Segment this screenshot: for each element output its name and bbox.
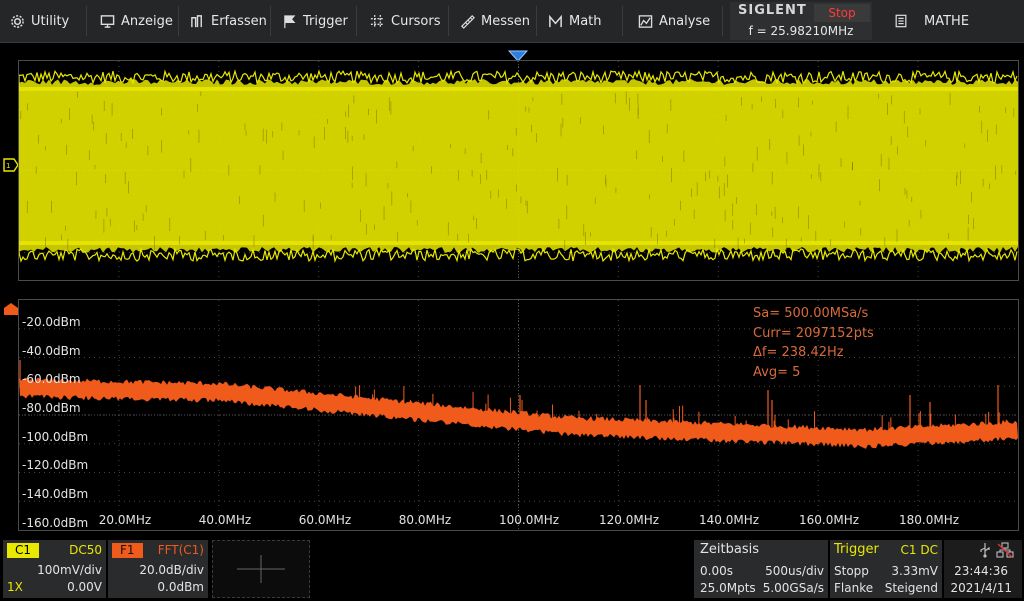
fft-x-label: 80.0MHz xyxy=(398,513,452,527)
document-icon xyxy=(895,14,907,28)
math-mode-label: MATHE xyxy=(924,13,970,29)
ch1-waveform-plot xyxy=(19,61,1018,280)
timebase-panel[interactable]: Zeitbasis 0.00s 500us/div 25.0Mpts 5.00G… xyxy=(694,540,828,598)
trigger-position-marker[interactable] xyxy=(508,50,528,62)
monitor-icon xyxy=(100,14,115,28)
timebase-title: Zeitbasis xyxy=(700,542,759,557)
fft-y-label: -20.0dBm xyxy=(22,315,81,329)
math-icon xyxy=(549,14,562,27)
analysis-menu[interactable]: Analyse xyxy=(638,0,710,42)
ch1-coupling: DC50 xyxy=(69,543,102,557)
fft-x-label: 60.0MHz xyxy=(298,513,352,527)
fft-points: Curr= 2097152pts xyxy=(753,325,874,341)
trigger-level: 3.33mV xyxy=(891,564,938,578)
fft-x-label: 180.0MHz xyxy=(898,513,960,527)
math-mode-button[interactable]: MATHE xyxy=(880,0,1024,42)
trigger-mode: Stopp xyxy=(834,564,869,578)
trigger-title: Trigger xyxy=(834,542,879,557)
ruler-icon xyxy=(461,14,475,29)
fft-sample-rate: Sa= 500.00MSa/s xyxy=(753,306,869,321)
ch1-panel[interactable]: C1 DC50 100mV/div 1X 0.00V xyxy=(3,540,106,598)
usb-icon xyxy=(980,543,990,558)
fft-trace xyxy=(19,360,1018,449)
svg-text:1: 1 xyxy=(6,162,10,170)
f1-scale: 20.0dB/div xyxy=(139,563,204,577)
trigger-source: C1 DC xyxy=(900,543,938,557)
ch1-badge: C1 xyxy=(7,543,40,558)
trigger-slope: Steigend xyxy=(884,581,938,595)
math-label: Math xyxy=(569,13,602,29)
utility-menu[interactable]: Utility xyxy=(10,0,69,42)
fft-y-label: -40.0dBm xyxy=(22,344,81,358)
trigger-panel[interactable]: Trigger C1 DC Stopp 3.33mV Flanke Steige… xyxy=(830,540,942,598)
fft-x-label: 120.0MHz xyxy=(598,513,660,527)
acquire-icon xyxy=(191,14,202,27)
measure-menu[interactable]: Messen xyxy=(460,0,530,42)
fft-y-label: -140.0dBm xyxy=(22,487,89,501)
measure-label: Messen xyxy=(481,13,530,29)
fft-y-label: -60.0dBm xyxy=(22,372,81,386)
fft-x-label: 100.0MHz xyxy=(498,513,560,527)
ch1-offset-marker[interactable]: 1 xyxy=(3,157,19,173)
fft-grid xyxy=(18,299,1019,531)
fft-x-label: 140.0MHz xyxy=(698,513,760,527)
analysis-label: Analyse xyxy=(659,13,711,29)
timebase-points: 25.0Mpts xyxy=(700,581,756,595)
ch1-noise-band xyxy=(19,69,1018,263)
trigger-type: Flanke xyxy=(834,581,874,595)
gear-icon xyxy=(11,14,24,28)
frequency-readout: f = 25.98210MHz xyxy=(748,24,854,38)
menu-bar: Utility Anzeige Erfassen Trigger Cursors… xyxy=(0,0,1024,43)
fft-resolution: Δf= 238.42Hz xyxy=(753,345,844,360)
fft-x-label: 20.0MHz xyxy=(98,513,152,527)
trigger-label: Trigger xyxy=(303,13,348,29)
add-channel-slot[interactable] xyxy=(212,540,310,598)
time-domain-grid xyxy=(18,60,1019,281)
fft-info-block: Sa= 500.00MSa/s Curr= 2097152pts Δf= 238… xyxy=(753,304,874,382)
fft-x-label: 160.0MHz xyxy=(798,513,860,527)
network-icon xyxy=(996,542,1014,558)
fft-averages: Avg= 5 xyxy=(753,364,801,380)
run-state-button[interactable]: Stop xyxy=(814,4,870,22)
plus-icon xyxy=(237,555,285,583)
fft-x-label: 40.0MHz xyxy=(198,513,252,527)
display-label: Anzeige xyxy=(121,13,173,29)
analysis-icon xyxy=(638,14,653,28)
cursors-label: Cursors xyxy=(391,13,441,29)
timebase-rate: 5.00GSa/s xyxy=(762,581,824,595)
clock-date: 2021/4/11 xyxy=(950,581,1012,595)
flag-icon xyxy=(284,14,296,28)
fft-y-label: -120.0dBm xyxy=(22,458,89,472)
ch1-scale: 100mV/div xyxy=(37,563,102,577)
clock-panel: 23:44:36 2021/4/11 xyxy=(944,540,1022,598)
cursors-menu[interactable]: Cursors xyxy=(370,0,441,42)
brand-logo: SIGLENT xyxy=(738,3,807,18)
timebase-scale: 500us/div xyxy=(765,564,824,578)
fft-ref-marker[interactable] xyxy=(3,302,19,316)
f1-panel[interactable]: F1 FFT(C1) 20.0dB/div 0.0dBm xyxy=(108,540,208,598)
fft-spectrum-plot xyxy=(19,300,1018,530)
math-menu[interactable]: Math xyxy=(548,0,602,42)
ch1-offset: 0.00V xyxy=(67,580,102,594)
f1-offset: 0.0dBm xyxy=(157,580,204,594)
f1-badge: F1 xyxy=(112,543,143,558)
acquire-label: Erfassen xyxy=(211,13,267,29)
cursors-icon xyxy=(370,14,385,28)
fft-y-label: -100.0dBm xyxy=(22,430,89,444)
trigger-menu[interactable]: Trigger xyxy=(282,0,348,42)
f1-source: FFT(C1) xyxy=(157,543,204,557)
utility-label: Utility xyxy=(31,13,70,29)
timebase-delay: 0.00s xyxy=(700,564,733,578)
fft-y-label: -160.0dBm xyxy=(22,516,89,530)
ch1-probe: 1X xyxy=(7,580,23,594)
clock-time: 23:44:36 xyxy=(954,564,1008,578)
fft-y-label: -80.0dBm xyxy=(22,401,81,415)
acquire-menu[interactable]: Erfassen xyxy=(190,0,267,42)
display-menu[interactable]: Anzeige xyxy=(100,0,173,42)
brand-status-box: SIGLENT Stop f = 25.98210MHz xyxy=(730,2,872,40)
